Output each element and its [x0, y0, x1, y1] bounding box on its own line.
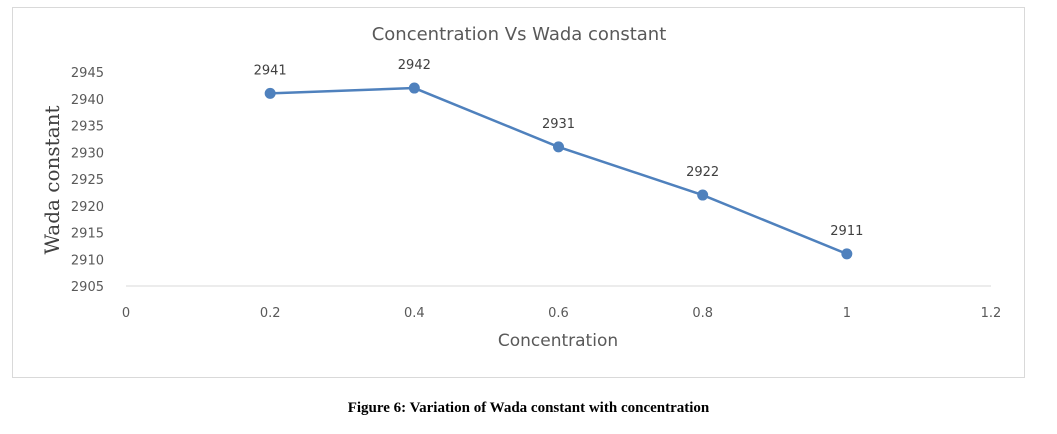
chart-frame — [12, 7, 1025, 378]
x-tick-label: 0.4 — [404, 306, 425, 321]
series-group — [264, 82, 853, 260]
data-point — [841, 248, 853, 260]
y-tick-label: 2920 — [71, 200, 104, 215]
x-tick-label: 1.2 — [981, 306, 1002, 321]
x-tick-labels: 0 0.2 0.4 0.6 0.8 1 1.2 — [122, 306, 1001, 321]
x-axis-label: Concentration — [498, 331, 618, 351]
y-tick-label: 2905 — [71, 280, 104, 295]
chart-title: Concentration Vs Wada constant — [372, 24, 667, 45]
x-tick-label: 0.6 — [548, 306, 569, 321]
figure-caption: Figure 6: Variation of Wada constant wit… — [347, 400, 710, 416]
line-chart: Concentration Vs Wada constant Wada cons… — [40, 24, 1001, 351]
data-point — [553, 141, 564, 153]
data-label: 2931 — [542, 117, 575, 132]
x-tick-label: 0 — [122, 306, 130, 321]
y-tick-label: 2935 — [71, 120, 104, 135]
data-labels: 2941 2942 2931 2922 2911 — [254, 58, 864, 239]
y-tick-label: 2925 — [71, 173, 104, 188]
data-point — [264, 87, 276, 99]
data-point — [408, 82, 420, 94]
y-tick-label: 2930 — [71, 146, 104, 161]
y-tick-label: 2915 — [71, 227, 104, 242]
y-axis-label: Wada constant — [40, 105, 64, 254]
data-label: 2911 — [830, 224, 863, 239]
series-line — [270, 86, 848, 256]
x-tick-label: 0.2 — [260, 306, 281, 321]
data-label: 2941 — [254, 63, 287, 78]
data-point — [697, 189, 709, 201]
x-tick-label: 0.8 — [692, 306, 713, 321]
x-tick-label: 1 — [843, 306, 851, 321]
data-label: 2922 — [686, 165, 719, 180]
y-tick-label: 2910 — [71, 253, 104, 268]
data-label: 2942 — [398, 58, 431, 73]
y-tick-label: 2940 — [71, 93, 104, 108]
y-tick-labels: 2905 2910 2915 2920 2925 2930 2935 2940 2945 — [71, 66, 104, 295]
y-tick-label: 2945 — [71, 66, 104, 81]
